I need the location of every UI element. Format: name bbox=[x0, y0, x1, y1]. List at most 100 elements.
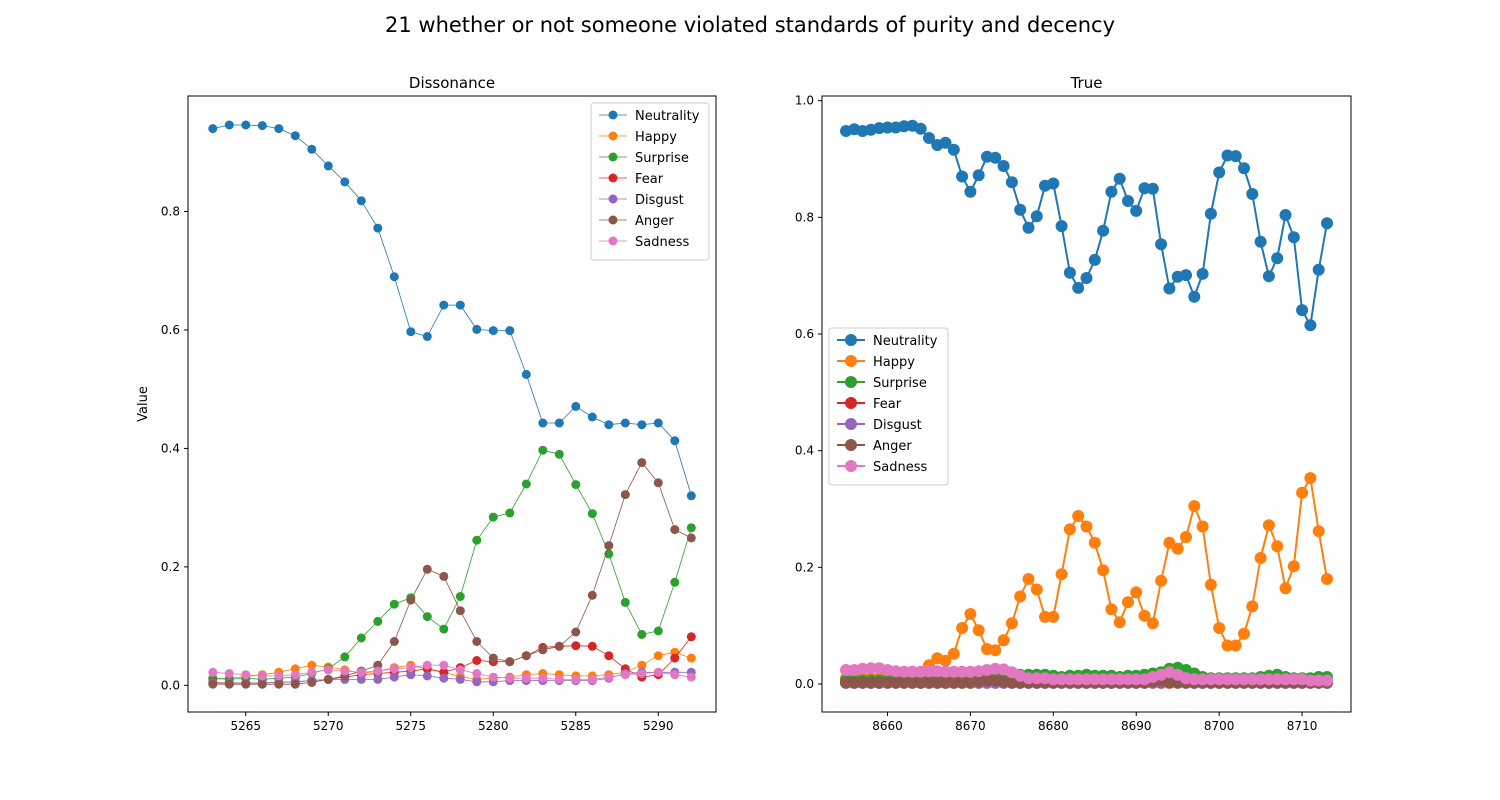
data-point-happy bbox=[1105, 603, 1118, 616]
data-point-sadness bbox=[1238, 673, 1250, 686]
data-point-neutrality bbox=[307, 144, 317, 154]
legend-swatch-marker bbox=[845, 439, 857, 451]
data-point-happy bbox=[1204, 578, 1217, 591]
legend-swatch-marker bbox=[608, 110, 618, 120]
data-point-happy bbox=[1113, 616, 1126, 629]
data-point-sadness bbox=[340, 666, 350, 676]
data-point-happy bbox=[1304, 472, 1317, 485]
data-point-sadness bbox=[323, 665, 333, 675]
data-point-neutrality bbox=[323, 161, 333, 171]
data-point-neutrality bbox=[1204, 207, 1217, 220]
data-point-surprise bbox=[422, 612, 432, 622]
data-point-neutrality bbox=[1122, 195, 1134, 207]
data-point-anger bbox=[208, 679, 218, 689]
data-point-sadness bbox=[571, 674, 581, 684]
x-tick-label: 5285 bbox=[560, 719, 591, 733]
legend-swatch-marker bbox=[608, 173, 618, 183]
data-point-anger bbox=[898, 676, 911, 689]
data-point-sadness bbox=[505, 673, 515, 683]
data-point-happy bbox=[1238, 627, 1250, 640]
x-tick-label: 8660 bbox=[872, 719, 903, 733]
legend-swatch-marker bbox=[845, 418, 857, 430]
data-point-neutrality bbox=[422, 332, 432, 341]
data-point-sadness bbox=[1196, 673, 1209, 686]
data-point-sadness bbox=[956, 665, 969, 678]
data-point-anger bbox=[455, 606, 465, 616]
data-point-sadness bbox=[604, 672, 614, 682]
data-point-sadness bbox=[1030, 672, 1043, 685]
data-point-anger bbox=[856, 676, 869, 689]
data-point-sadness bbox=[1304, 674, 1317, 687]
data-point-anger bbox=[939, 676, 952, 689]
data-point-sadness bbox=[389, 664, 399, 674]
data-point-anger bbox=[290, 679, 300, 689]
data-point-surprise bbox=[571, 480, 581, 490]
data-point-neutrality bbox=[1304, 319, 1317, 332]
data-point-neutrality bbox=[1014, 203, 1027, 216]
data-point-surprise bbox=[637, 629, 647, 639]
data-point-anger bbox=[488, 653, 498, 663]
data-point-neutrality bbox=[914, 122, 927, 135]
legend-label: Fear bbox=[635, 172, 664, 187]
data-point-happy bbox=[1155, 574, 1168, 587]
data-point-anger bbox=[931, 676, 944, 689]
data-point-anger bbox=[257, 679, 267, 689]
data-point-neutrality bbox=[1097, 224, 1110, 237]
x-tick-label: 5270 bbox=[313, 719, 344, 733]
data-point-sadness bbox=[290, 670, 300, 680]
chart-title: Dissonance bbox=[409, 74, 495, 92]
data-point-anger bbox=[587, 590, 597, 600]
data-point-surprise bbox=[653, 626, 663, 636]
data-point-sadness bbox=[686, 672, 696, 682]
data-point-neutrality bbox=[1072, 281, 1085, 294]
data-point-surprise bbox=[472, 535, 482, 545]
data-point-sadness bbox=[1080, 673, 1093, 686]
data-point-neutrality bbox=[1254, 235, 1267, 248]
data-point-happy bbox=[1279, 582, 1292, 595]
data-point-sadness bbox=[1279, 673, 1292, 686]
data-point-sadness bbox=[1221, 673, 1234, 686]
data-point-neutrality bbox=[1047, 177, 1060, 190]
data-point-sadness bbox=[1130, 673, 1143, 686]
y-tick-label: 0.2 bbox=[161, 560, 180, 574]
data-point-anger bbox=[620, 490, 630, 500]
data-point-happy bbox=[1088, 536, 1101, 549]
data-point-neutrality bbox=[538, 418, 548, 428]
data-point-neutrality bbox=[208, 124, 218, 134]
data-point-neutrality bbox=[1271, 252, 1284, 265]
data-point-sadness bbox=[1072, 673, 1085, 686]
data-point-sadness bbox=[224, 669, 234, 678]
data-point-neutrality bbox=[356, 196, 366, 206]
data-point-neutrality bbox=[653, 418, 663, 428]
data-point-neutrality bbox=[1146, 182, 1159, 195]
figure-title: 21 whether or not someone violated stand… bbox=[385, 13, 1115, 37]
y-axis-label: Value bbox=[136, 386, 151, 422]
data-point-anger bbox=[538, 645, 548, 655]
data-point-sadness bbox=[1213, 673, 1226, 686]
data-point-anger bbox=[670, 525, 680, 535]
legend-swatch-marker bbox=[608, 194, 618, 204]
data-point-neutrality bbox=[972, 169, 985, 182]
series-group bbox=[840, 119, 1333, 689]
x-tick-label: 8680 bbox=[1038, 719, 1069, 733]
data-point-neutrality bbox=[488, 326, 498, 336]
legend-label: Sadness bbox=[873, 460, 927, 475]
data-point-sadness bbox=[257, 671, 267, 681]
legend: Neutrality Happy Surprise Fear Disgust Anger S… bbox=[590, 102, 710, 261]
data-point-surprise bbox=[455, 592, 465, 601]
legend-swatch-marker bbox=[845, 397, 857, 409]
data-point-sadness bbox=[1262, 673, 1275, 686]
data-point-sadness bbox=[840, 664, 852, 676]
data-point-neutrality bbox=[406, 327, 416, 337]
data-point-sadness bbox=[864, 662, 877, 675]
data-point-sadness bbox=[1229, 673, 1242, 686]
chart-panel-true: 8660 8670 8680 8690 8700 8710 0.0 0.2 0.4 0.6 0.8 1… bbox=[795, 74, 1352, 733]
data-point-surprise bbox=[488, 512, 498, 522]
data-point-fear bbox=[472, 656, 482, 665]
data-point-sadness bbox=[406, 663, 416, 673]
data-point-happy bbox=[964, 608, 977, 620]
data-point-sadness bbox=[455, 665, 465, 675]
data-point-disgust bbox=[439, 673, 449, 683]
data-point-anger bbox=[554, 641, 564, 651]
